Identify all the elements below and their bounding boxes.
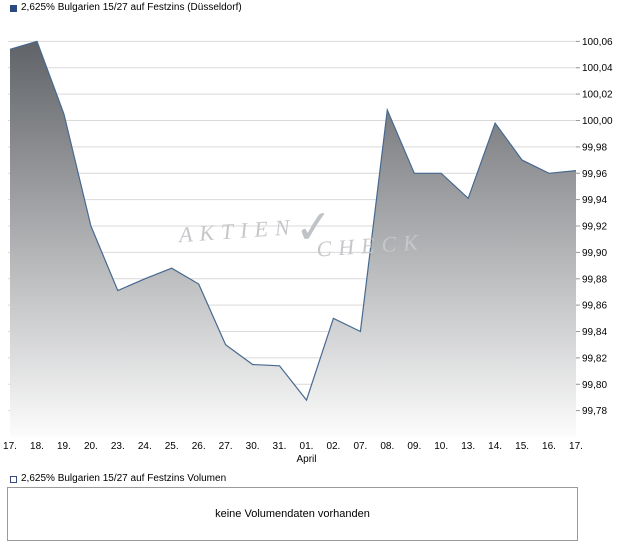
y-tick-label: 99,90 bbox=[582, 248, 607, 259]
price-area bbox=[10, 41, 576, 438]
x-tick-label: 13. bbox=[461, 441, 475, 452]
price-legend-marker bbox=[10, 4, 17, 12]
x-tick-label: 26. bbox=[192, 441, 206, 452]
x-tick-label: 08. bbox=[380, 441, 394, 452]
y-tick-label: 100,02 bbox=[582, 90, 613, 101]
x-tick-label: 18. bbox=[30, 441, 44, 452]
x-tick-label: 09. bbox=[407, 441, 421, 452]
y-tick-label: 99,88 bbox=[582, 274, 607, 285]
x-tick-label: 02. bbox=[326, 441, 340, 452]
x-tick-label: 25. bbox=[165, 441, 179, 452]
volume-legend-label: 2,625% Bulgarien 15/27 auf Festzins Volu… bbox=[21, 473, 227, 484]
y-tick-label: 100,00 bbox=[582, 116, 613, 127]
volume-no-data-message: keine Volumendaten vorhanden bbox=[215, 508, 370, 520]
x-tick-label: 17. bbox=[3, 441, 17, 452]
x-tick-label: 30. bbox=[246, 441, 260, 452]
y-tick-label: 99,86 bbox=[582, 301, 607, 312]
x-tick-label: 17. bbox=[569, 441, 583, 452]
y-tick-label: 99,82 bbox=[582, 353, 607, 364]
y-tick-label: 99,80 bbox=[582, 380, 607, 391]
volume-no-data-box: keine Volumendaten vorhanden bbox=[7, 487, 578, 541]
x-tick-label: 07. bbox=[353, 441, 367, 452]
volume-legend-marker bbox=[10, 475, 17, 483]
x-tick-label: 15. bbox=[515, 441, 529, 452]
x-tick-label: 01. bbox=[300, 441, 314, 452]
x-tick-label: 14. bbox=[488, 441, 502, 452]
y-tick-label: 99,78 bbox=[582, 406, 607, 417]
x-tick-label: 20. bbox=[84, 441, 98, 452]
price-legend-label: 2,625% Bulgarien 15/27 auf Festzins (Düs… bbox=[21, 2, 242, 13]
x-tick-label: 16. bbox=[542, 441, 556, 452]
y-tick-label: 99,98 bbox=[582, 142, 607, 153]
x-tick-label: 19. bbox=[57, 441, 71, 452]
price-chart-svg: 100,06 100,04 100,02 100,00 99,98 99,96 99,94 9… bbox=[3, 37, 613, 465]
y-tick-label: 99,94 bbox=[582, 195, 607, 206]
x-tick-label: 31. bbox=[273, 441, 287, 452]
x-axis-month-label: April bbox=[296, 454, 316, 465]
x-tick-label: 23. bbox=[111, 441, 125, 452]
x-tick-label: 27. bbox=[219, 441, 233, 452]
y-tick-label: 99,96 bbox=[582, 169, 607, 180]
x-tick-label: 10. bbox=[434, 441, 448, 452]
volume-legend: 2,625% Bulgarien 15/27 auf Festzins Volu… bbox=[10, 474, 226, 484]
y-tick-label: 100,06 bbox=[582, 37, 613, 48]
y-tick-label: 99,92 bbox=[582, 222, 607, 233]
price-legend: 2,625% Bulgarien 15/27 auf Festzins (Düs… bbox=[10, 3, 242, 13]
price-line bbox=[9, 40, 577, 402]
y-tick-label: 99,84 bbox=[582, 327, 607, 338]
x-tick-label: 24. bbox=[138, 441, 152, 452]
y-tick-label: 100,04 bbox=[582, 63, 613, 74]
